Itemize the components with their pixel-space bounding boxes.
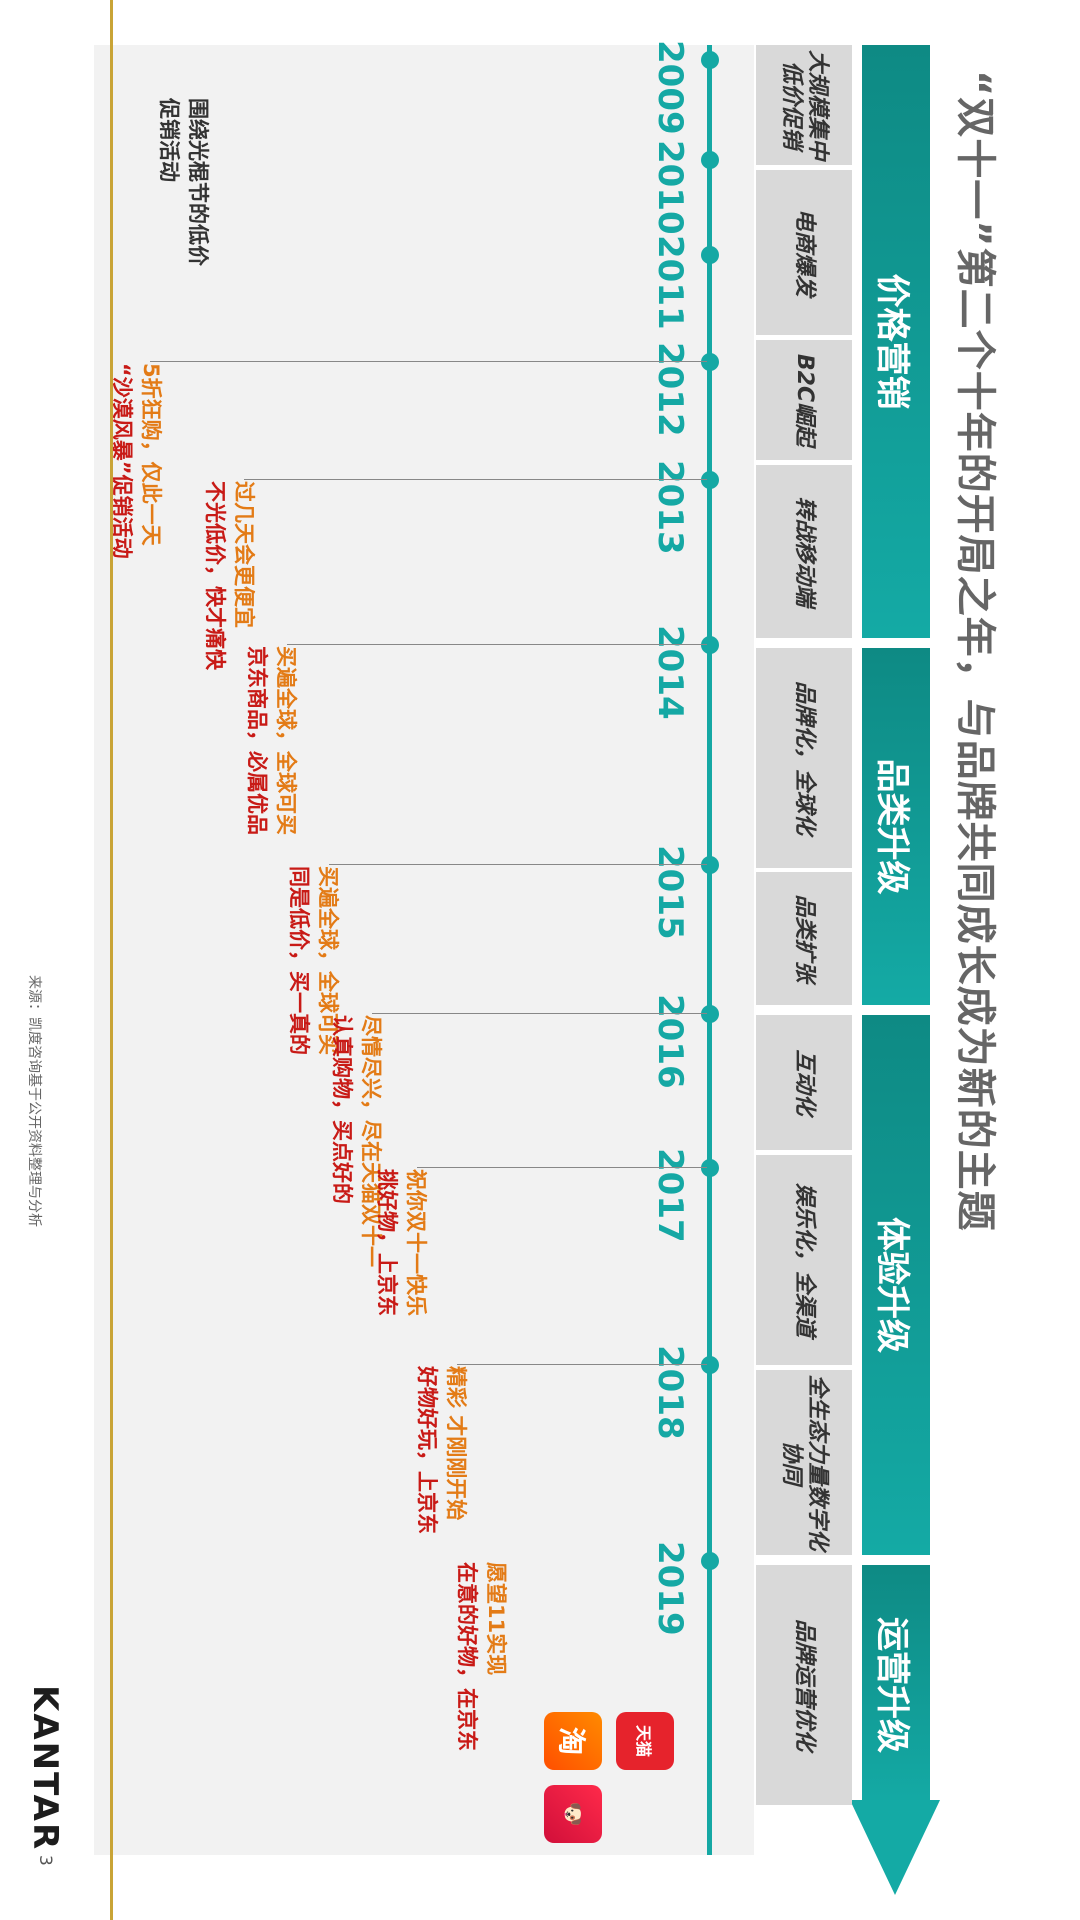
subphase-1: 大规模集中低价促销 [756,45,852,165]
jd-app-icon: 🐶 [544,1785,602,1843]
year-label: 2016 [650,994,690,1089]
subphase-4: 转战移动端 [756,465,852,638]
slogan-2012: 5折狂购，仅此一天 “沙漠风暴”促销活动 [110,363,163,559]
phase-experience-upgrade: 体验升级 [862,1015,930,1555]
year-dot [701,471,719,489]
year-label: 2009 [650,40,690,135]
year-label: 2010 [650,140,690,235]
arrow-head-icon [850,1800,940,1895]
subphase-6: 品类扩张 [756,872,852,1005]
year-dot [701,1552,719,1570]
year-label: 2017 [650,1148,690,1243]
subphase-2: 电商爆发 [756,170,852,335]
year-dot [701,246,719,264]
subphase-5: 品牌化，全球化 [756,648,852,868]
connector-line [150,361,707,362]
year-label: 2018 [650,1345,690,1440]
connector-line [329,864,707,865]
subphase-3: B2C崛起 [756,340,852,460]
slogan-2019: 愿望11实现 在意的好物，在京东 [455,1562,508,1751]
kantar-logo: KANTAR [25,1685,65,1852]
year-dot [701,1159,719,1177]
subphase-10: 品牌运营优化 [756,1565,852,1805]
subphase-8: 娱乐化，全渠道 [756,1155,852,1365]
phase-operation-upgrade: 运营升级 [862,1565,930,1805]
connector-line [417,1167,707,1168]
phase-price-marketing: 价格营销 [862,45,930,638]
slogan-2017: 祝你双十一快乐 挑好物，上京东 [375,1169,428,1316]
slogan-2009: 围绕光棍节的低价 促销活动 [157,98,210,266]
subphase-7: 互动化 [756,1015,852,1150]
year-dot [701,1005,719,1023]
gold-divider [110,0,113,1920]
connector-line [372,1013,707,1014]
phase-category-upgrade: 品类升级 [862,648,930,1005]
year-label: 2012 [650,342,690,437]
year-dot [701,151,719,169]
year-dot [701,856,719,874]
year-label: 2019 [650,1541,690,1636]
source-note: 来源：凯度咨询基于公开资料整理与分析 [26,975,42,1227]
subphase-9: 全生态力量数字化协同 [756,1370,852,1555]
year-dot [701,1356,719,1374]
slogan-2018: 精彩 才刚刚开始 好物好玩，上京东 [415,1366,468,1534]
year-label: 2011 [650,235,690,330]
slogan-2013: 过几天会更便宜 不光低价，快才痛快 [203,481,256,670]
connector-line [457,1364,707,1365]
taobao-app-icon: 淘 [544,1712,602,1770]
tmall-app-icon: 天猫 [616,1712,674,1770]
slogan-2014: 买遍全球，全球可买 京东商品，必属优品 [245,646,298,835]
year-label: 2015 [650,845,690,940]
year-dot [701,636,719,654]
year-dot [701,353,719,371]
connector-line [287,644,707,645]
timeline-axis [707,45,712,1855]
page-number: 3 [35,1855,55,1866]
connector-line [244,479,707,480]
year-dot [701,51,719,69]
year-label: 2013 [650,460,690,555]
year-label: 2014 [650,625,690,720]
page-title: “双十一”第二个十年的开局之年，与品牌共同成长成为新的主题 [952,70,998,1232]
